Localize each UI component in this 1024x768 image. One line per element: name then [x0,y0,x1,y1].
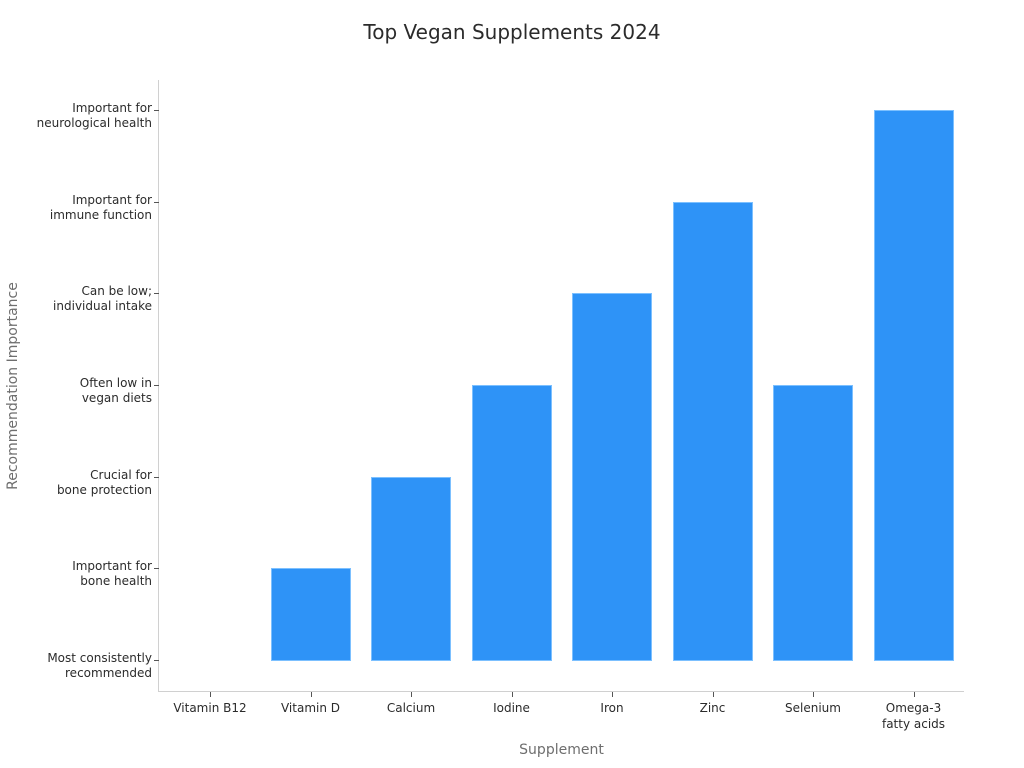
bar [572,293,652,661]
x-tick [511,692,513,697]
x-tick-label-line1: Iron [600,701,624,715]
x-axis-line [158,691,964,692]
x-axis-title: Supplement [519,742,604,758]
x-tick-label: Omega-3 fatty acids [864,700,964,732]
y-tick-label-line1: Important for [72,192,152,207]
y-tick-label: Important for neurological health [0,101,152,131]
x-tick-label: Iron [562,700,662,716]
x-tick-label: Iodine [462,700,562,716]
x-tick [712,692,714,697]
bar [471,384,552,661]
x-tick-label-line1: Iodine [493,701,530,715]
bar [371,476,451,661]
chart-title: Top Vegan Supplements 2024 [363,20,661,44]
bar [672,201,753,661]
y-axis-line [158,80,159,692]
y-tick-label-line2: neurological health [36,115,152,130]
y-tick-label-line2: bone health [80,574,152,589]
x-tick-label-line1: Omega-3 [885,701,942,715]
x-tick-label: Vitamin D [261,700,361,716]
y-tick-label-line2: immune function [49,207,152,222]
x-tick [411,692,412,697]
y-tick [154,109,159,111]
y-tick [154,568,159,570]
y-tick [154,476,159,478]
bar [873,109,954,661]
bar [270,568,351,661]
y-tick-label-line1: Can be low; [81,284,153,299]
y-tick [154,384,159,386]
x-tick-label-line1: Selenium [785,701,841,715]
bar [773,384,853,661]
y-tick [154,293,159,295]
x-tick-label: Vitamin B12 [160,700,260,716]
y-tick-label: Often low in vegan diets [0,376,152,406]
y-tick-label: Can be low; individual intake [0,284,152,314]
y-tick-label-line1: Most consistently [47,651,152,665]
y-tick [154,660,159,661]
y-axis-title: Recommendation Importance [5,282,21,490]
y-tick-label: Most consistently recommended [0,651,152,681]
y-tick-label: Important for immune function [0,193,152,223]
y-tick-label: Crucial for bone protection [0,468,152,498]
y-tick-label-line1: Important for [72,100,152,115]
x-tick-label-line2: fatty acids [881,717,946,731]
y-tick-label-line2: bone protection [56,482,152,497]
x-tick-label-line1: Vitamin B12 [173,701,247,715]
y-tick-label-line1: Often low in [79,375,152,390]
x-tick [813,692,814,697]
x-tick-label-line1: Calcium [386,701,436,715]
x-tick-label: Calcium [361,700,461,716]
y-tick-label-line2: vegan diets [81,390,152,405]
y-tick-label-line2: recommended [65,666,152,680]
y-tick-label: Important for bone health [0,559,152,589]
y-tick-label-line2: individual intake [53,299,152,314]
x-tick [210,692,211,697]
x-tick-label: Zinc [663,700,763,716]
y-tick-label-line1: Important for [72,559,152,574]
x-tick [310,692,312,697]
y-tick [154,201,159,203]
x-tick-label: Selenium [763,700,863,716]
x-tick-label-line1: Vitamin D [280,701,341,715]
y-tick-label-line1: Crucial for [90,467,152,482]
x-tick [612,692,613,697]
x-tick [913,692,915,697]
x-tick-label-line1: Zinc [699,701,726,715]
